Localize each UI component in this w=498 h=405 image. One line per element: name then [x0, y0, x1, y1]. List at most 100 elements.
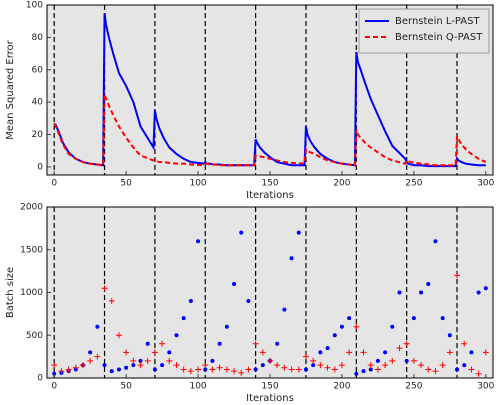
- point: [390, 324, 395, 329]
- point: [203, 367, 208, 372]
- point: [259, 349, 266, 356]
- y-tick-label: 60: [32, 65, 44, 75]
- y-tick-label: 1000: [20, 288, 43, 298]
- point: [223, 366, 230, 373]
- point: [347, 316, 352, 321]
- point: [468, 366, 475, 373]
- x-tick-label: 200: [333, 179, 350, 189]
- point: [461, 340, 468, 347]
- point: [383, 350, 388, 355]
- point: [116, 367, 121, 372]
- series-line: [54, 12, 486, 168]
- point: [87, 357, 94, 364]
- point: [188, 299, 193, 304]
- point: [275, 341, 280, 346]
- point: [151, 349, 158, 356]
- point: [224, 324, 229, 329]
- point: [137, 362, 144, 369]
- point: [295, 366, 302, 373]
- x-axis-label: Iterations: [246, 393, 294, 404]
- point: [274, 362, 281, 369]
- point: [447, 333, 452, 338]
- point: [123, 349, 130, 356]
- y-tick-label: 0: [37, 374, 43, 384]
- point: [482, 349, 489, 356]
- point: [483, 286, 488, 291]
- y-tick-label: 20: [32, 130, 44, 140]
- point: [403, 340, 410, 347]
- point: [311, 363, 316, 368]
- point: [289, 256, 294, 261]
- point: [439, 362, 446, 369]
- point: [454, 272, 461, 279]
- y-tick-label: 80: [32, 33, 44, 43]
- point: [130, 357, 137, 364]
- x-tick-label: 150: [261, 179, 278, 189]
- point: [94, 353, 101, 360]
- x-axis-label: Iterations: [246, 190, 294, 201]
- legend-box: [358, 8, 490, 54]
- point: [109, 369, 114, 374]
- x-tick-label: 50: [120, 179, 132, 189]
- series-line: [53, 93, 487, 167]
- x-tick-label: 200: [333, 382, 350, 392]
- y-tick-label: 500: [26, 331, 43, 341]
- point: [108, 298, 115, 305]
- point: [260, 363, 265, 368]
- point: [318, 350, 323, 355]
- point: [354, 371, 359, 376]
- point: [210, 358, 215, 363]
- point: [267, 357, 273, 364]
- point: [58, 368, 65, 375]
- point: [282, 307, 287, 312]
- point: [389, 357, 396, 364]
- point: [124, 365, 129, 370]
- point: [173, 362, 180, 369]
- point: [115, 332, 122, 339]
- x-tick-label: 0: [51, 179, 57, 189]
- point: [131, 363, 136, 368]
- point: [411, 316, 416, 321]
- point: [253, 367, 258, 372]
- point: [51, 362, 58, 369]
- point: [95, 324, 100, 329]
- point: [469, 350, 474, 355]
- point: [138, 358, 143, 363]
- point: [181, 316, 186, 321]
- point: [331, 366, 338, 373]
- x-tick-label: 250: [405, 382, 422, 392]
- legend-label: Bernstein Q-PAST: [395, 32, 483, 43]
- point: [239, 230, 244, 235]
- y-axis-label: Batch size: [5, 267, 16, 318]
- x-tick-label: 250: [405, 179, 422, 189]
- point: [160, 363, 165, 368]
- point: [144, 357, 151, 364]
- x-tick-label: 300: [477, 179, 494, 189]
- point: [425, 366, 432, 373]
- point: [216, 364, 223, 371]
- point: [65, 366, 72, 373]
- point: [217, 341, 222, 346]
- point: [361, 369, 366, 374]
- point: [418, 362, 425, 369]
- x-tick-label: 50: [120, 382, 132, 392]
- point: [195, 366, 202, 373]
- point: [152, 367, 157, 372]
- point: [324, 364, 331, 371]
- point: [196, 239, 201, 244]
- point: [72, 364, 79, 371]
- x-tick-label: 100: [189, 179, 206, 189]
- point: [180, 366, 187, 373]
- point: [145, 341, 150, 346]
- point: [187, 368, 194, 375]
- point: [238, 369, 245, 376]
- point: [159, 340, 166, 347]
- point: [101, 285, 108, 292]
- y-tick-label: 1500: [20, 245, 43, 255]
- point: [209, 366, 216, 373]
- point: [346, 349, 353, 356]
- point: [476, 290, 481, 295]
- point: [339, 324, 344, 329]
- point: [246, 299, 251, 304]
